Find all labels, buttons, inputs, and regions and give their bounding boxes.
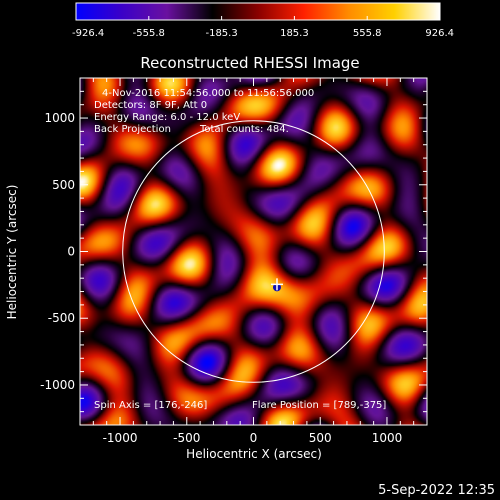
annotation-detectors: Detectors: 8F 9F, Att 0: [94, 100, 207, 111]
annotations: 4-Nov-2016 11:54:56.000 to 11:56:56.000 …: [94, 88, 386, 411]
x-tick-label: 1000: [372, 431, 403, 445]
colorbar-tick-label: -555.8: [133, 28, 165, 39]
y-tick-label: 0: [67, 245, 75, 259]
y-tick-label: -500: [48, 311, 75, 325]
x-tick-label: 0: [250, 431, 258, 445]
colorbar-gradient: [75, 2, 441, 21]
y-tick-label: 1000: [44, 111, 75, 125]
y-tick-label: -1000: [40, 378, 75, 392]
colorbar-tick-label: 185.3: [280, 28, 309, 39]
plot-area: -1000 -500 0 500 1000 -1000 -500 0 500 1000: [40, 77, 428, 445]
annotation-time-range: 4-Nov-2016 11:54:56.000 to 11:56:56.000: [102, 88, 314, 99]
colorbar-tick-label: -185.3: [205, 28, 237, 39]
solar-limb-circle: [122, 120, 385, 383]
x-tick-label: 500: [309, 431, 332, 445]
annotation-method: Back Projection: [94, 124, 171, 135]
x-tick-label: -500: [173, 431, 200, 445]
axis-ticks: -1000 -500 0 500 1000 -1000 -500 0 500 1000: [40, 77, 428, 445]
chart-title: Reconstructed RHESSI Image: [140, 54, 359, 72]
annotation-total-counts: Total counts: 484.: [199, 124, 289, 135]
annotation-energy-range: Energy Range: 6.0 - 12.0 keV: [94, 112, 240, 123]
annotation-spin-axis: Spin Axis = [176,-246]: [94, 400, 207, 411]
y-tick-label: 500: [52, 178, 75, 192]
x-tick-label: -1000: [103, 431, 138, 445]
colorbar-tick-label: 555.8: [353, 28, 382, 39]
colorbar-ticks: -926.4 -555.8 -185.3 185.3 555.8 926.4: [72, 16, 454, 39]
colorbar: -926.4 -555.8 -185.3 185.3 555.8 926.4: [72, 2, 454, 39]
colorbar-tick-label: -926.4: [72, 28, 104, 39]
annotation-flare-position: Flare Position = [789,-375]: [252, 400, 386, 411]
y-axis-label: Heliocentric Y (arcsec): [5, 185, 19, 320]
x-axis-label: Heliocentric X (arcsec): [186, 447, 322, 461]
date-stamp: 5-Sep-2022 12:35: [378, 483, 495, 498]
colorbar-tick-label: 926.4: [425, 28, 454, 39]
heatmap-image: [80, 78, 427, 425]
flare-position-marker: [270, 278, 283, 292]
